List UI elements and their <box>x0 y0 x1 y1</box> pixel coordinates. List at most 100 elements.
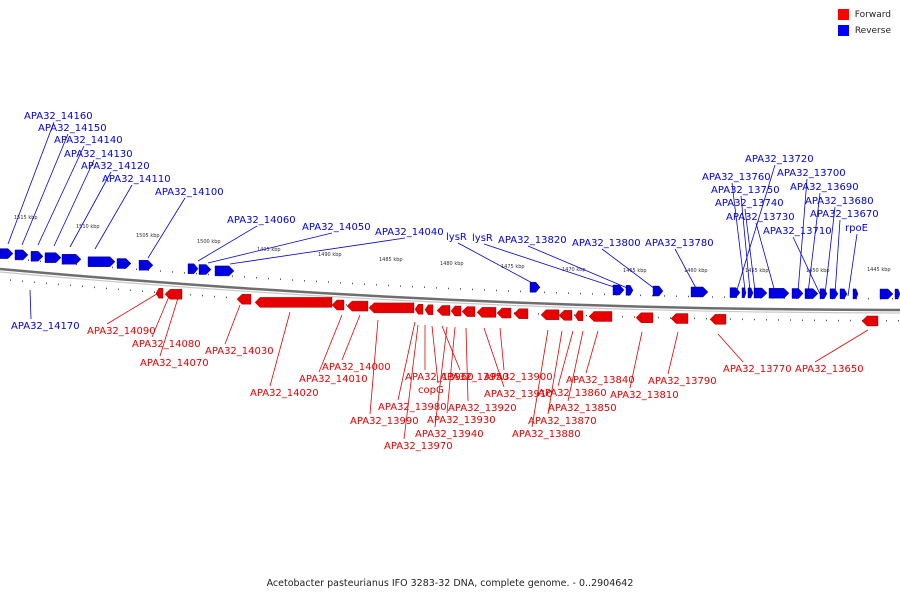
reverse-gene-label[interactable]: lysR <box>472 233 493 244</box>
forward-gene-label[interactable]: APA32_13940 <box>415 429 484 440</box>
reverse-gene-label[interactable]: APA32_14130 <box>64 149 133 160</box>
reverse-gene-arrow <box>747 287 754 299</box>
reverse-gene-label[interactable]: APA32_13690 <box>790 182 859 193</box>
reverse-gene-label[interactable]: APA32_13730 <box>726 212 795 223</box>
forward-leader-line <box>585 330 599 374</box>
reverse-gene-label[interactable]: APA32_14150 <box>38 123 107 134</box>
reverse-leader-line <box>21 133 69 246</box>
scale-dot <box>196 272 197 275</box>
scale-dot <box>574 314 575 316</box>
forward-gene-label[interactable]: APA32_14090 <box>87 326 156 337</box>
forward-gene-label[interactable]: APA32_13880 <box>512 429 581 440</box>
scale-dot <box>292 279 293 281</box>
reverse-gene-label[interactable]: APA32_14110 <box>102 174 171 185</box>
forward-swatch <box>837 9 849 20</box>
forward-gene-label[interactable]: APA32_14000 <box>322 362 391 373</box>
reverse-gene-label[interactable]: APA32_14060 <box>227 215 296 226</box>
scale-dot <box>340 282 341 284</box>
scale-dot <box>604 293 605 296</box>
reverse-gene-arrow <box>61 254 82 265</box>
scale-dot <box>886 320 887 322</box>
forward-leader-line <box>531 329 549 428</box>
scale-dot <box>850 319 851 322</box>
forward-gene-label[interactable]: APA32_14020 <box>250 388 319 399</box>
forward-gene-label[interactable]: APA32_13790 <box>648 376 717 387</box>
forward-gene-label[interactable]: APA32_13930 <box>427 415 496 426</box>
scale-dot <box>778 319 779 321</box>
forward-gene-label[interactable]: APA32_13770 <box>723 364 792 375</box>
reverse-gene-label[interactable]: APA32_14160 <box>24 111 93 122</box>
scale-dot <box>754 318 755 321</box>
forward-gene-arrow <box>424 304 434 315</box>
reverse-gene-label[interactable]: APA32_13710 <box>763 226 832 237</box>
scale-tick-label: 1450 kbp <box>806 268 830 274</box>
scale-dot <box>244 276 245 278</box>
reverse-gene-label[interactable]: APA32_13750 <box>711 185 780 196</box>
reverse-gene-label[interactable]: APA32_14040 <box>375 227 444 238</box>
forward-gene-label[interactable]: APA32_13910 <box>484 389 553 400</box>
scale-tick-label: 1470 kbp <box>562 267 586 273</box>
reverse-gene-arrow <box>741 287 747 298</box>
scale-dot <box>460 288 461 290</box>
reverse-gene-label[interactable]: APA32_14100 <box>155 187 224 198</box>
reverse-gene-label[interactable]: APA32_13680 <box>805 196 874 207</box>
reverse-gene-label[interactable]: APA32_13820 <box>498 235 567 246</box>
reverse-gene-label[interactable]: APA32_14140 <box>54 135 123 146</box>
forward-gene-label[interactable]: APA32_13810 <box>610 390 679 401</box>
scale-dot <box>898 320 899 322</box>
forward-gene-label[interactable]: APA32_13900 <box>484 372 553 383</box>
reverse-leader-line <box>483 243 621 290</box>
forward-gene-label[interactable]: APA32_13870 <box>528 416 597 427</box>
reverse-gene-arrow <box>768 288 790 299</box>
scale-dot <box>208 273 209 276</box>
forward-leader-line <box>441 325 461 371</box>
forward-gene-label[interactable]: APA32_13920 <box>448 403 517 414</box>
reverse-leader-line <box>94 184 133 250</box>
reverse-gene-label[interactable]: APA32_14050 <box>302 222 371 233</box>
reverse-gene-arrow <box>652 285 664 297</box>
forward-gene-label[interactable]: APA32_14010 <box>299 374 368 385</box>
forward-gene-label[interactable]: APA32_13960 <box>405 372 474 383</box>
scale-dot <box>94 286 95 289</box>
forward-gene-label[interactable]: APA32_13950 <box>440 372 509 383</box>
scale-dot <box>586 314 587 317</box>
reverse-leader-line <box>740 195 751 292</box>
scale-dot <box>190 294 191 296</box>
forward-gene-label[interactable]: APA32_13650 <box>795 364 864 375</box>
reverse-leader-line <box>797 178 808 293</box>
scale-tick-label: 1475 kbp <box>501 264 525 270</box>
forward-gene-label[interactable]: APA32_13980 <box>378 402 447 413</box>
reverse-leader-line <box>755 222 776 293</box>
forward-gene-label[interactable]: APA32_13990 <box>350 416 419 427</box>
forward-gene-label[interactable]: APA32_13860 <box>538 388 607 399</box>
reverse-gene-label[interactable]: APA32_13740 <box>715 198 784 209</box>
reverse-gene-label[interactable]: APA32_13670 <box>810 209 879 220</box>
forward-gene-arrow <box>346 300 369 312</box>
reverse-gene-arrow <box>804 288 819 299</box>
forward-gene-label[interactable]: APA32_14070 <box>140 358 209 369</box>
forward-gene-label[interactable]: APA32_13840 <box>566 375 635 386</box>
scale-tick-label: 1445 kbp <box>867 267 891 273</box>
reverse-gene-label[interactable]: APA32_13720 <box>745 154 814 165</box>
scale-dot <box>826 319 827 322</box>
reverse-gene-label[interactable]: APA32_14120 <box>81 161 150 172</box>
forward-gene-label[interactable]: APA32_13850 <box>548 403 617 414</box>
forward-gene-arrow <box>461 306 476 317</box>
reverse-gene-label[interactable]: APA32_14170 <box>11 321 80 332</box>
reverse-gene-label[interactable]: APA32_13780 <box>645 238 714 249</box>
forward-gene-label[interactable]: APA32_13970 <box>384 441 453 452</box>
scale-dot <box>724 296 725 298</box>
forward-gene-label[interactable]: copG <box>418 385 444 396</box>
reverse-gene-label[interactable]: APA32_13760 <box>702 172 771 183</box>
scale-dot <box>214 295 215 298</box>
forward-gene-arrow <box>574 310 584 321</box>
reverse-leader-line <box>457 242 537 286</box>
forward-gene-label[interactable]: APA32_14080 <box>132 339 201 350</box>
reverse-gene-label[interactable]: lysR <box>446 232 467 243</box>
scale-dot <box>148 269 149 271</box>
forward-gene-label[interactable]: APA32_14030 <box>205 346 274 357</box>
reverse-gene-label[interactable]: APA32_13800 <box>572 238 641 249</box>
reverse-gene-label[interactable]: rpoE <box>845 223 868 234</box>
reverse-gene-label[interactable]: APA32_13700 <box>777 168 846 179</box>
forward-leader-line <box>431 325 439 384</box>
